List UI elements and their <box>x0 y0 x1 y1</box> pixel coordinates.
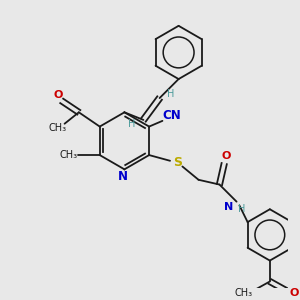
Text: N: N <box>118 170 128 183</box>
Text: S: S <box>173 156 182 169</box>
Text: O: O <box>290 288 299 298</box>
Text: CH₃: CH₃ <box>59 150 77 160</box>
Text: CH₃: CH₃ <box>234 288 252 298</box>
Text: O: O <box>221 151 231 161</box>
Text: H: H <box>128 119 136 129</box>
Text: CH₃: CH₃ <box>49 124 67 134</box>
Text: H: H <box>167 89 175 99</box>
Text: CN: CN <box>163 109 181 122</box>
Text: O: O <box>53 90 63 100</box>
Text: H: H <box>238 204 245 214</box>
Text: N: N <box>224 202 233 212</box>
